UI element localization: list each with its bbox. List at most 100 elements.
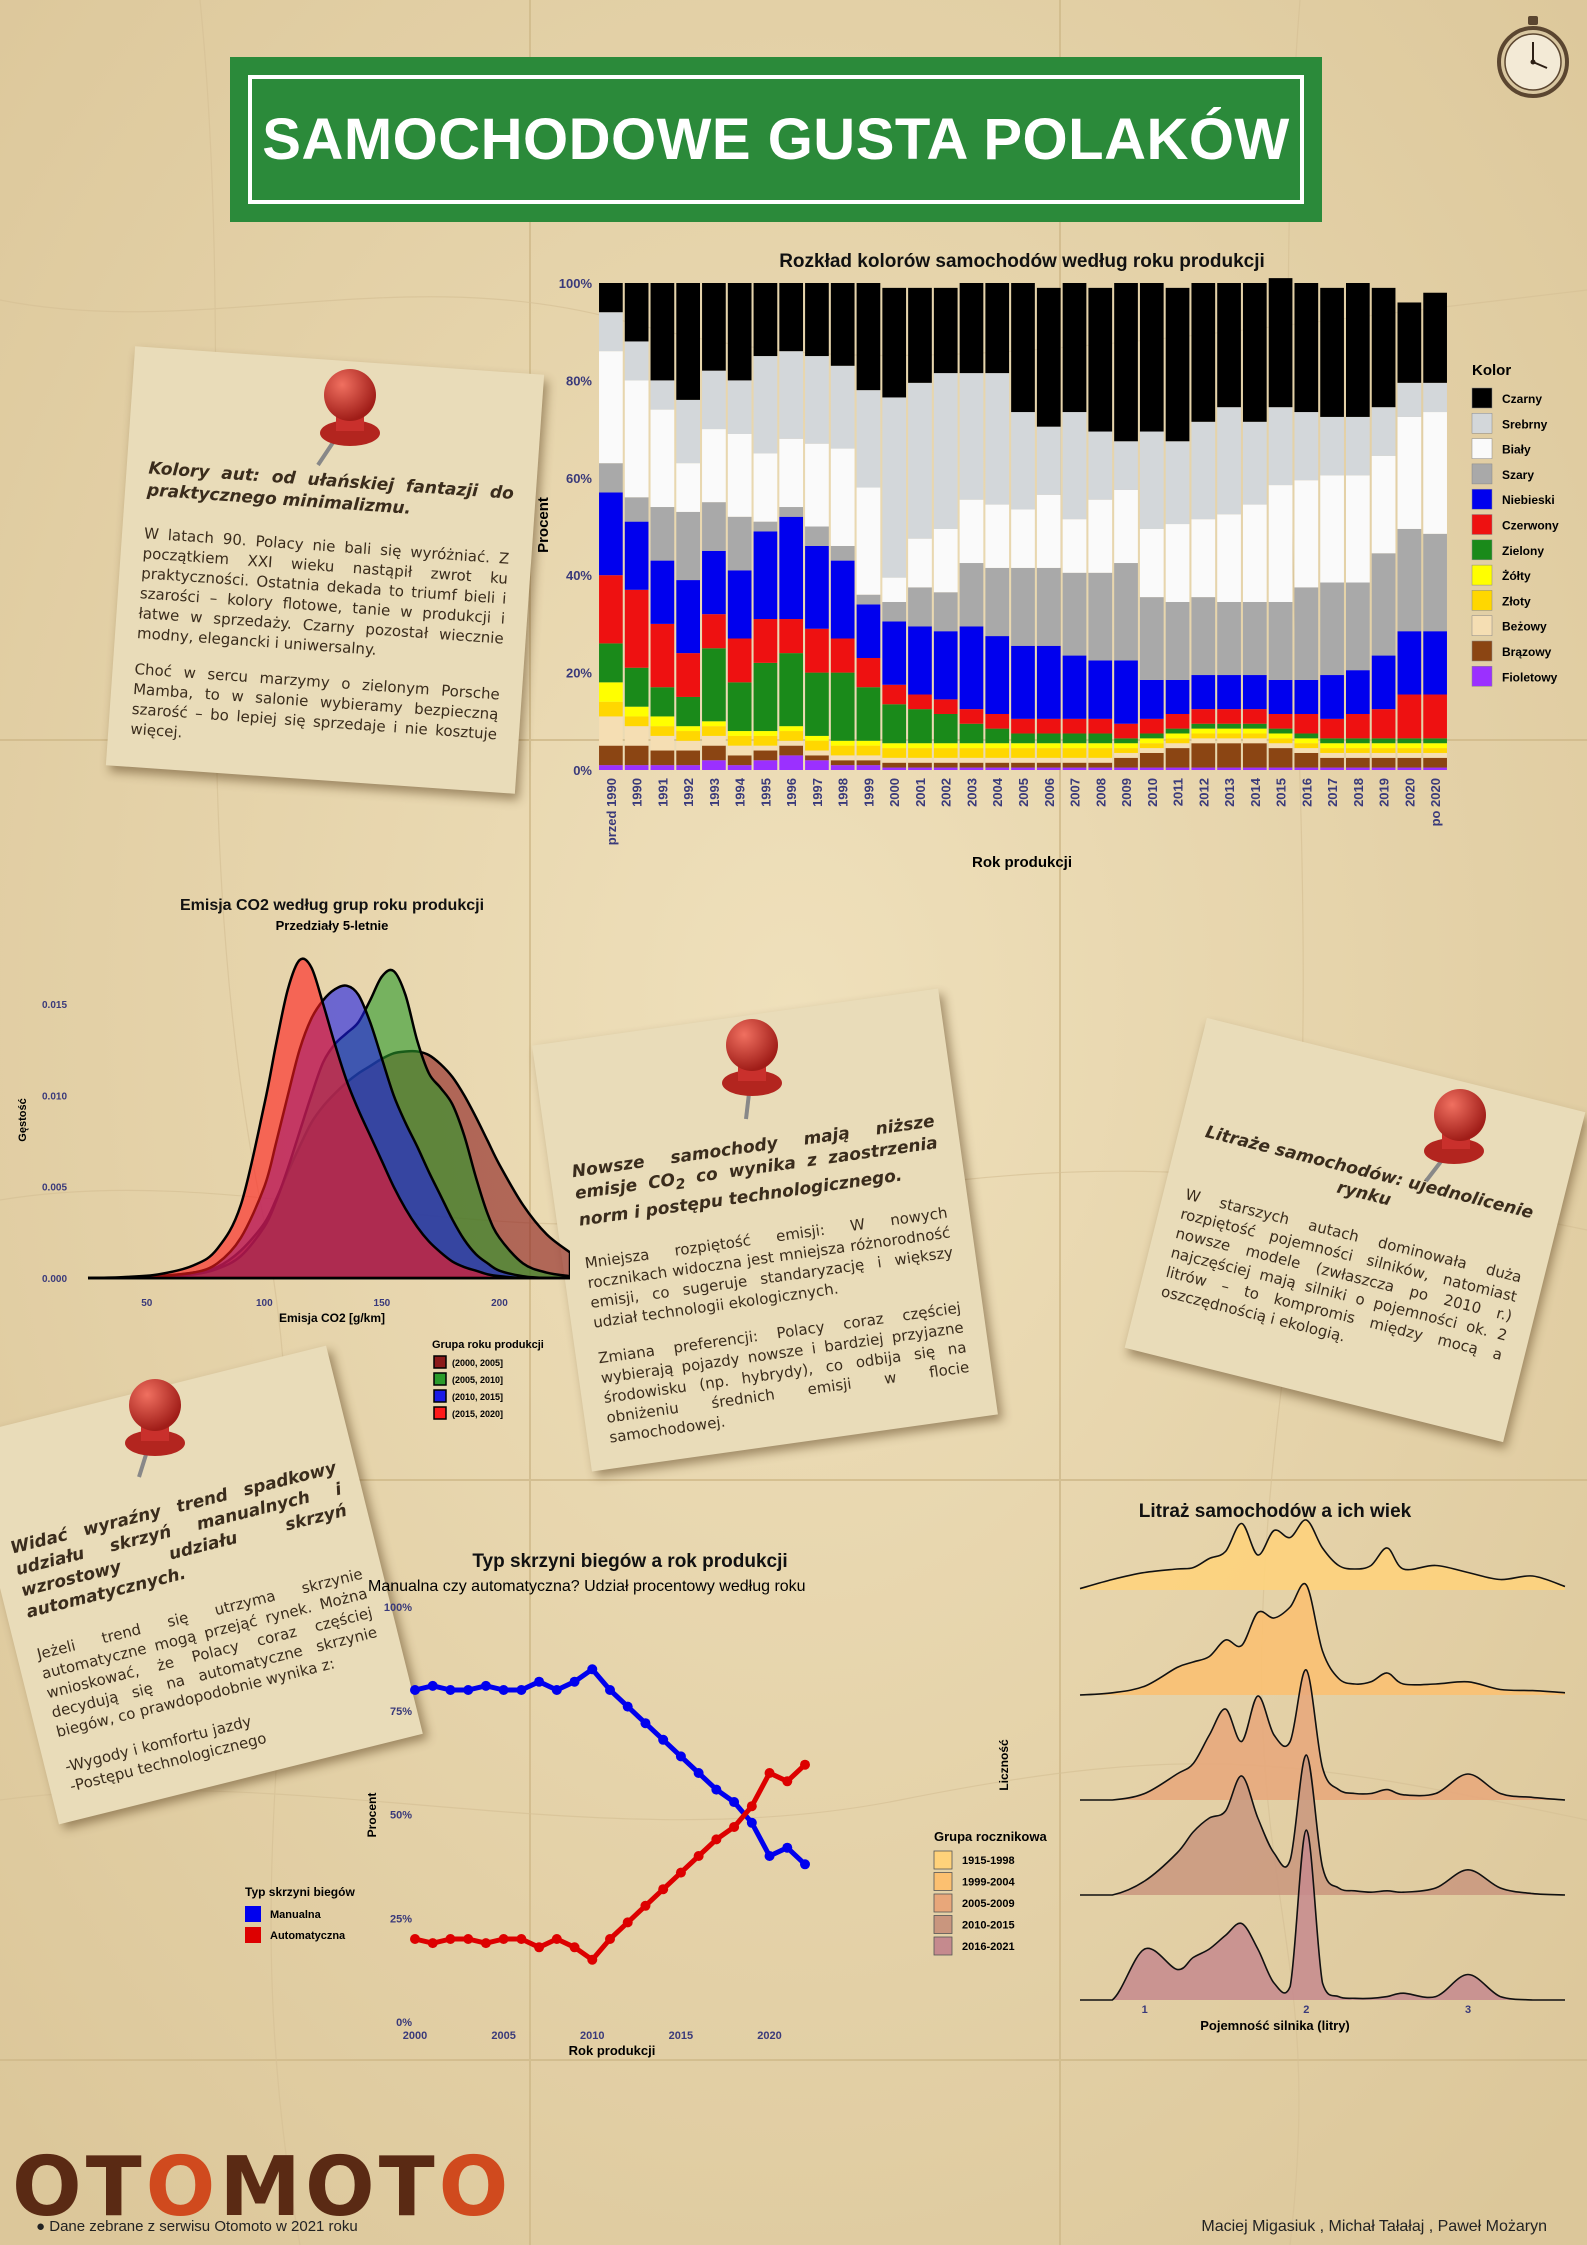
bar-segment (1036, 767, 1061, 770)
chart-ridge-ticks: 1 2 3 (1142, 2004, 1471, 2016)
x-tick-label: 2009 (1119, 778, 1134, 807)
bar-segment (1242, 767, 1267, 770)
chart-co2-ticks: 50 100 150 200 0.000 0.005 0.010 0.015 (42, 1000, 508, 1309)
bar-segment (1217, 728, 1241, 734)
bar-segment (1114, 489, 1138, 564)
bar-segment (753, 283, 778, 357)
bar-segment (933, 631, 958, 700)
bar-segment (650, 750, 675, 766)
x-tick-label: 2000 (887, 778, 902, 807)
bar-segment (753, 745, 778, 751)
x-tick-label: 2013 (1222, 778, 1237, 807)
line-point (605, 1934, 615, 1944)
line-point (480, 1938, 491, 1949)
chart-gear-legend: Manualna Automatyczna (245, 1906, 346, 1943)
bar-segment (908, 538, 932, 588)
bar-segment (1062, 762, 1087, 768)
bar-segment (805, 526, 829, 546)
ridge-area (1080, 1519, 1565, 1590)
title-banner: SAMOCHODOWE GUSTA POLAKÓW (230, 57, 1322, 222)
bar-segment (1191, 283, 1216, 422)
bar-segment (1011, 743, 1035, 749)
bar-segment (599, 765, 623, 770)
bar-segment (1217, 514, 1241, 602)
x-tick-label: 2010 (1145, 778, 1160, 807)
line-point (729, 1821, 740, 1832)
bar-segment (779, 438, 804, 508)
legend-swatch (245, 1927, 261, 1943)
bar-segment (856, 594, 881, 605)
bar-segment (676, 511, 700, 581)
bar-segment (1242, 733, 1267, 739)
y-tick-label: 60% (566, 471, 592, 486)
bar-segment (1191, 728, 1216, 734)
bar-segment (985, 762, 1010, 768)
line-point (658, 1884, 669, 1895)
bar-segment (1294, 587, 1319, 680)
bar-segment (624, 745, 649, 766)
bar-segment (1397, 752, 1422, 758)
ridge-area (1080, 1754, 1565, 1895)
note-colors: Kolory aut: od ułańskiej fantazji do pra… (105, 346, 545, 794)
legend-swatch (933, 1850, 953, 1870)
bar-segment (933, 713, 958, 744)
bar-segment (882, 601, 907, 622)
bar-segment (702, 745, 726, 761)
bar-segment (650, 507, 675, 561)
line-point (516, 1685, 527, 1695)
y-tick-label: 40% (566, 568, 592, 583)
bar-segment (908, 587, 932, 627)
logo-letter: T (85, 2140, 146, 2235)
legend-swatch (1471, 387, 1493, 409)
bar-segment (779, 740, 804, 746)
bar-segment (1062, 767, 1087, 770)
bar-segment (624, 497, 649, 522)
bar-segment (1036, 567, 1061, 646)
logo-letter: M (219, 2140, 305, 2235)
bar-segment (830, 765, 855, 770)
bar-segment (753, 731, 778, 736)
line-point (782, 1776, 793, 1787)
bar-segment (702, 370, 726, 430)
bar-segment (856, 390, 881, 488)
chart-co2-title: Emisja CO2 według grup roku produkcji (180, 897, 484, 914)
bar-segment (1320, 582, 1344, 676)
bar-segment (779, 507, 804, 517)
legend-label: Fioletowy (1502, 670, 1558, 684)
bar-segment (805, 356, 829, 444)
line-point (445, 1934, 456, 1944)
legend-swatch (1471, 413, 1493, 434)
bar-segment (882, 762, 907, 768)
legend-label: Automatyczna (270, 1930, 346, 1942)
x-tick-label: 2010 (580, 2030, 604, 2042)
bar-segment (1191, 519, 1216, 598)
bar-segment (882, 684, 907, 705)
bar-segment (1346, 738, 1370, 744)
chart-colors-title: Rozkład kolorów samochodów według roku p… (779, 251, 1265, 272)
bar-segment (1320, 748, 1344, 753)
bar-segment (1191, 675, 1216, 710)
bar-segment (599, 351, 623, 464)
bar-segment (1139, 752, 1164, 768)
bar-segment (599, 312, 623, 352)
bar-segment (985, 636, 1010, 714)
bar-segment (1191, 767, 1216, 770)
bar-segment (1114, 743, 1138, 749)
legend-swatch (933, 1872, 953, 1891)
bar-segment (1371, 287, 1396, 408)
bar-segment (1397, 748, 1422, 753)
legend-label: Zielony (1502, 544, 1544, 558)
legend-label: Szary (1502, 468, 1534, 482)
bar-segment (1423, 743, 1447, 749)
bar-segment (1191, 709, 1216, 724)
bar-segment (933, 767, 958, 770)
x-tick-label: 2001 (913, 778, 928, 807)
line-series (414, 1762, 807, 1963)
bar-segment (830, 448, 855, 546)
bar-segment (1062, 519, 1087, 573)
bar-segment (1011, 757, 1035, 763)
bar-segment (1165, 601, 1190, 680)
x-tick-label: przed 1990 (604, 778, 619, 845)
bar-segment (1036, 762, 1061, 768)
legend-swatch (1471, 514, 1493, 535)
